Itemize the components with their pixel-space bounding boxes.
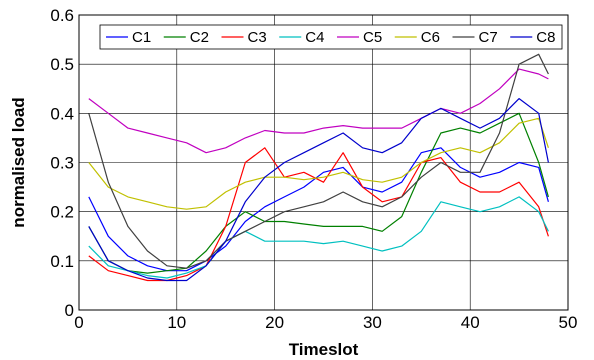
plot-frame — [78, 14, 569, 311]
x-axis-label: Timeslot — [289, 340, 359, 359]
legend-label-c5: C5 — [363, 29, 382, 46]
legend-label-c3: C3 — [248, 29, 267, 46]
series-line-c5 — [88, 68, 549, 154]
series-line-c4 — [88, 196, 549, 279]
y-tick-label: 0.2 — [50, 203, 74, 222]
x-tick-label: 10 — [167, 313, 186, 332]
series-line-c6 — [88, 117, 549, 210]
y-axis-label: normalised load — [9, 97, 28, 227]
legend-label-c7: C7 — [479, 29, 498, 46]
x-tick-label: 30 — [363, 313, 382, 332]
y-tick-label: 0.4 — [50, 104, 74, 123]
legend-label-c4: C4 — [305, 29, 324, 46]
x-tick-label: 40 — [461, 313, 480, 332]
legend-label-c1: C1 — [132, 29, 151, 46]
x-tick-label: 0 — [74, 313, 83, 332]
series-lines — [88, 53, 549, 282]
x-tick-label: 50 — [559, 313, 578, 332]
legend: C1 C2 C3 C4 C5 C6 C7 C8 — [99, 24, 563, 50]
x-tick-label: 20 — [265, 313, 284, 332]
series-line-c8 — [88, 97, 549, 282]
legend-label-c8: C8 — [536, 29, 555, 46]
y-tick-label: 0.6 — [50, 6, 74, 25]
series-line-c7 — [88, 53, 549, 269]
legend-label-c6: C6 — [421, 29, 440, 46]
series-line-c1 — [88, 147, 549, 272]
y-tick-label: 0.1 — [50, 252, 74, 271]
grid — [78, 14, 569, 311]
y-tick-label: 0 — [65, 301, 74, 320]
y-tick-label: 0.5 — [50, 55, 74, 74]
axis-ticks: 0 10 20 30 40 50 0 0.1 0.2 0.3 0.4 0.5 0.6 — [50, 6, 577, 332]
series-line-c2 — [88, 112, 549, 274]
legend-label-c2: C2 — [190, 29, 209, 46]
y-tick-label: 0.3 — [50, 154, 74, 173]
